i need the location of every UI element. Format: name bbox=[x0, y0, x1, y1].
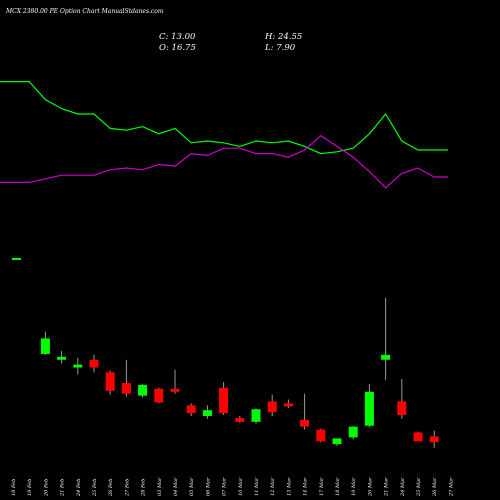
candle-body bbox=[219, 387, 229, 414]
candle-body bbox=[57, 356, 67, 360]
x-tick-label: 17 Mar bbox=[319, 477, 325, 496]
legend-marker bbox=[12, 258, 21, 260]
x-tick-label: 27 Feb bbox=[124, 479, 130, 497]
ohlc-close: C: 13.00 bbox=[159, 32, 196, 42]
ohlc-low: L: 7.90 bbox=[264, 43, 296, 53]
ohlc-open: O: 16.75 bbox=[159, 43, 196, 53]
candle-body bbox=[235, 417, 245, 422]
candle-body bbox=[73, 364, 83, 368]
x-axis-ticks: 18 Feb 19 Feb 20 Feb 21 Feb 24 Feb 25 Feb 26 F… bbox=[11, 477, 454, 497]
candle-body bbox=[251, 409, 261, 422]
x-tick-label: 24 Feb bbox=[76, 479, 82, 497]
x-tick-label: 19 Feb bbox=[27, 479, 33, 496]
x-tick-label: 10 Mar bbox=[238, 477, 244, 496]
candle-body bbox=[364, 391, 374, 426]
candle-body bbox=[186, 405, 196, 414]
candle-body bbox=[332, 438, 342, 445]
x-tick-label: 19 Mar bbox=[351, 477, 357, 496]
x-tick-label: 14 Mar bbox=[303, 477, 309, 496]
candle-body bbox=[105, 372, 115, 391]
x-tick-label: 18 Feb bbox=[11, 479, 17, 496]
candle-body bbox=[170, 388, 180, 392]
x-tick-label: 28 Feb bbox=[141, 479, 147, 497]
candle-body bbox=[283, 403, 293, 407]
x-tick-label: 07 Mar bbox=[222, 477, 228, 496]
candle-body bbox=[202, 410, 212, 417]
candle-body bbox=[413, 432, 423, 442]
x-tick-label: 20 Mar bbox=[367, 477, 373, 497]
magenta-indicator-line bbox=[0, 134, 448, 189]
x-tick-label: 26 Feb bbox=[108, 479, 114, 497]
candles bbox=[40, 297, 439, 449]
green-indicator-line bbox=[0, 80, 448, 155]
x-tick-label: 12 Mar bbox=[270, 477, 276, 496]
x-tick-label: 20 Feb bbox=[43, 479, 49, 497]
candle-body bbox=[89, 359, 99, 368]
chart-title: MCX 2380.00 PE Option Chart ManualStdane… bbox=[5, 8, 164, 15]
candle-body bbox=[121, 383, 131, 394]
x-tick-label: 26 Mar bbox=[432, 477, 438, 497]
indicator-lines bbox=[0, 80, 448, 189]
x-tick-label: 18 Mar bbox=[335, 477, 341, 496]
candle-body bbox=[154, 388, 164, 403]
ohlc-high: H: 24.55 bbox=[264, 32, 302, 42]
candle-body bbox=[300, 419, 310, 427]
x-tick-label: 03 Mar bbox=[157, 477, 163, 496]
x-tick-label: 04 Mar bbox=[173, 477, 179, 496]
candle-body bbox=[397, 401, 407, 416]
candle-body bbox=[348, 426, 358, 438]
x-tick-label: 13 Mar bbox=[286, 477, 292, 496]
x-tick-label: 27 Mar bbox=[448, 477, 454, 497]
x-tick-label: 21 Mar bbox=[384, 477, 390, 497]
candle-body bbox=[138, 384, 148, 396]
candle-body bbox=[429, 436, 439, 443]
x-tick-label: 05 Mar bbox=[189, 477, 195, 496]
candle-body bbox=[40, 338, 50, 354]
x-tick-label: 25 Mar bbox=[416, 477, 422, 497]
candle-body bbox=[316, 429, 326, 442]
x-tick-label: 25 Feb bbox=[92, 479, 98, 497]
candle-body bbox=[381, 354, 391, 360]
x-tick-label: 24 Mar bbox=[400, 477, 406, 497]
x-tick-label: 06 Mar bbox=[205, 477, 211, 496]
x-tick-label: 11 Mar bbox=[254, 477, 260, 496]
candle-body bbox=[267, 401, 277, 413]
x-tick-label: 21 Feb bbox=[60, 479, 66, 497]
